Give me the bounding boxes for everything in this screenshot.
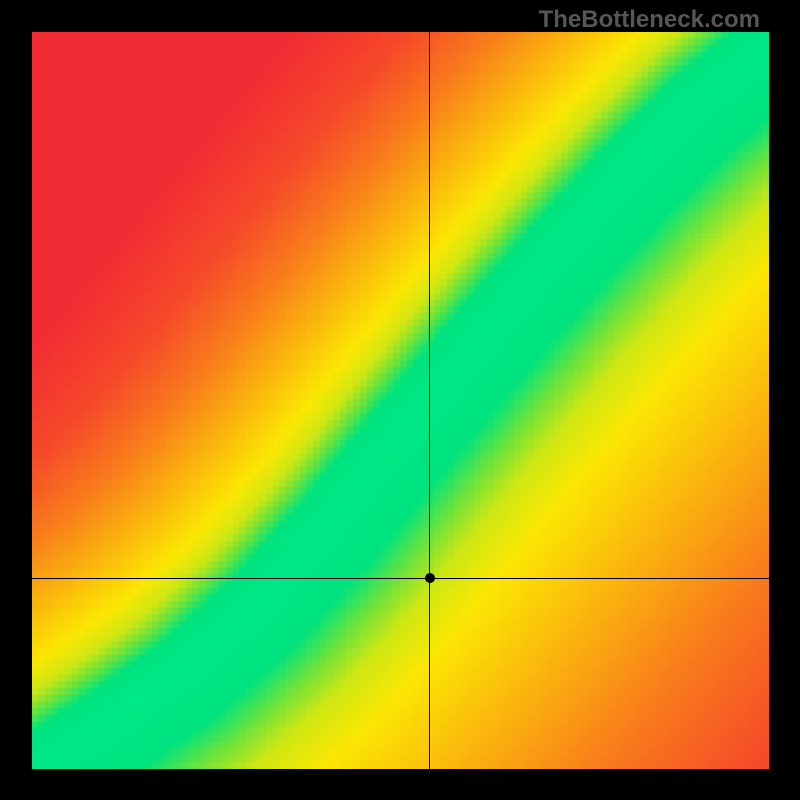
- crosshair-vertical-line: [429, 32, 430, 769]
- crosshair-horizontal-line: [32, 578, 769, 579]
- source-watermark: TheBottleneck.com: [539, 6, 760, 34]
- bottleneck-heatmap: [32, 32, 769, 769]
